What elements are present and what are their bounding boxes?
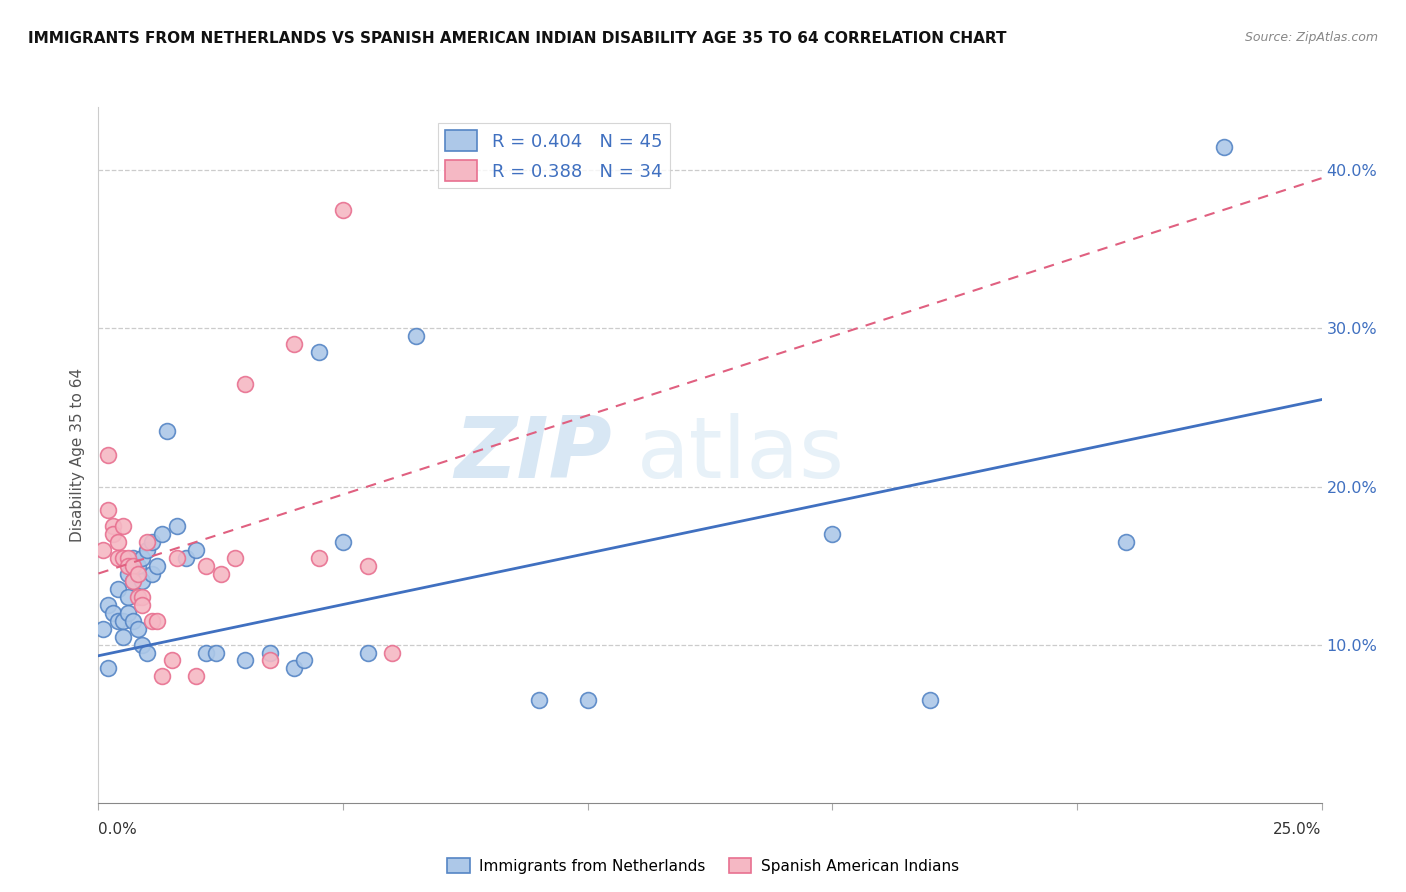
Point — [150, 527, 173, 541]
Point — [101, 527, 124, 541]
Point — [224, 550, 246, 565]
Point — [146, 558, 169, 573]
Point — [259, 653, 281, 667]
Point — [160, 653, 183, 667]
Point — [356, 646, 378, 660]
Point — [111, 630, 134, 644]
Point — [97, 503, 120, 517]
Point — [233, 376, 256, 391]
Point — [292, 653, 315, 667]
Point — [121, 558, 143, 573]
Point — [195, 558, 218, 573]
Point — [111, 614, 134, 628]
Point — [136, 646, 159, 660]
Point — [136, 534, 159, 549]
Point — [186, 542, 208, 557]
Point — [405, 329, 427, 343]
Point — [127, 558, 149, 573]
Point — [131, 598, 153, 612]
Point — [111, 519, 134, 533]
Point — [117, 591, 139, 605]
Point — [121, 574, 143, 589]
Point — [166, 519, 188, 533]
Point — [97, 598, 120, 612]
Point — [283, 661, 305, 675]
Point — [97, 661, 120, 675]
Point — [127, 591, 149, 605]
Point — [101, 519, 124, 533]
Point — [117, 558, 139, 573]
Point — [233, 653, 256, 667]
Point — [176, 550, 198, 565]
Point — [97, 448, 120, 462]
Point — [259, 646, 281, 660]
Point — [821, 527, 844, 541]
Point — [131, 591, 153, 605]
Point — [107, 550, 129, 565]
Point — [121, 550, 143, 565]
Point — [156, 424, 179, 438]
Point — [146, 614, 169, 628]
Point — [117, 566, 139, 581]
Point — [1212, 139, 1234, 153]
Point — [131, 638, 153, 652]
Point — [186, 669, 208, 683]
Point — [1115, 534, 1137, 549]
Point — [101, 606, 124, 620]
Point — [136, 542, 159, 557]
Point — [527, 693, 550, 707]
Point — [381, 646, 404, 660]
Text: ZIP: ZIP — [454, 413, 612, 497]
Point — [356, 558, 378, 573]
Point — [107, 582, 129, 597]
Point — [920, 693, 942, 707]
Point — [308, 550, 330, 565]
Point — [195, 646, 218, 660]
Text: atlas: atlas — [637, 413, 845, 497]
Point — [166, 550, 188, 565]
Y-axis label: Disability Age 35 to 64: Disability Age 35 to 64 — [70, 368, 86, 542]
Point — [127, 566, 149, 581]
Point — [576, 693, 599, 707]
Point — [131, 550, 153, 565]
Point — [117, 550, 139, 565]
Text: IMMIGRANTS FROM NETHERLANDS VS SPANISH AMERICAN INDIAN DISABILITY AGE 35 TO 64 C: IMMIGRANTS FROM NETHERLANDS VS SPANISH A… — [28, 31, 1007, 46]
Point — [91, 622, 114, 636]
Point — [141, 614, 163, 628]
Point — [141, 534, 163, 549]
Text: Source: ZipAtlas.com: Source: ZipAtlas.com — [1244, 31, 1378, 45]
Point — [107, 534, 129, 549]
Legend: Immigrants from Netherlands, Spanish American Indians: Immigrants from Netherlands, Spanish Ame… — [441, 852, 965, 880]
Point — [332, 202, 354, 217]
Point — [121, 614, 143, 628]
Point — [127, 622, 149, 636]
Text: 25.0%: 25.0% — [1274, 822, 1322, 837]
Point — [308, 345, 330, 359]
Text: 0.0%: 0.0% — [98, 822, 138, 837]
Point — [91, 542, 114, 557]
Point — [121, 574, 143, 589]
Point — [131, 574, 153, 589]
Point — [150, 669, 173, 683]
Point — [107, 614, 129, 628]
Point — [283, 337, 305, 351]
Legend: R = 0.404   N = 45, R = 0.388   N = 34: R = 0.404 N = 45, R = 0.388 N = 34 — [437, 123, 669, 188]
Point — [205, 646, 228, 660]
Point — [332, 534, 354, 549]
Point — [111, 550, 134, 565]
Point — [117, 606, 139, 620]
Point — [141, 566, 163, 581]
Point — [209, 566, 232, 581]
